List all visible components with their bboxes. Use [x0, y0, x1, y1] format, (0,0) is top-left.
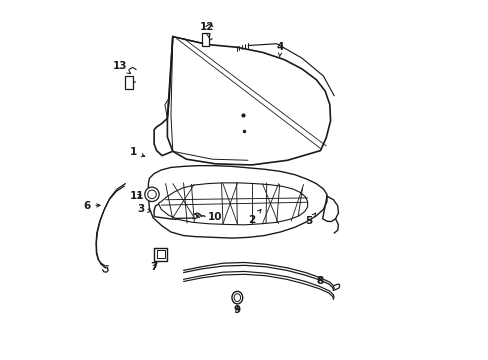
- Text: 2: 2: [247, 210, 261, 225]
- Text: 9: 9: [233, 305, 241, 315]
- Ellipse shape: [234, 294, 240, 302]
- Text: 4: 4: [276, 42, 284, 57]
- Bar: [202, 33, 209, 46]
- Circle shape: [144, 187, 159, 202]
- Text: 7: 7: [150, 262, 158, 272]
- Text: 8: 8: [316, 276, 323, 286]
- Text: 11: 11: [129, 191, 144, 201]
- Text: 3: 3: [137, 204, 151, 215]
- Text: 5: 5: [305, 213, 315, 226]
- Ellipse shape: [231, 291, 242, 304]
- Text: 6: 6: [83, 201, 100, 211]
- Text: 1: 1: [129, 147, 144, 157]
- Text: 13: 13: [112, 61, 130, 73]
- Text: 12: 12: [199, 22, 214, 37]
- Text: 10: 10: [196, 212, 222, 221]
- Circle shape: [147, 190, 156, 199]
- Bar: [125, 76, 132, 89]
